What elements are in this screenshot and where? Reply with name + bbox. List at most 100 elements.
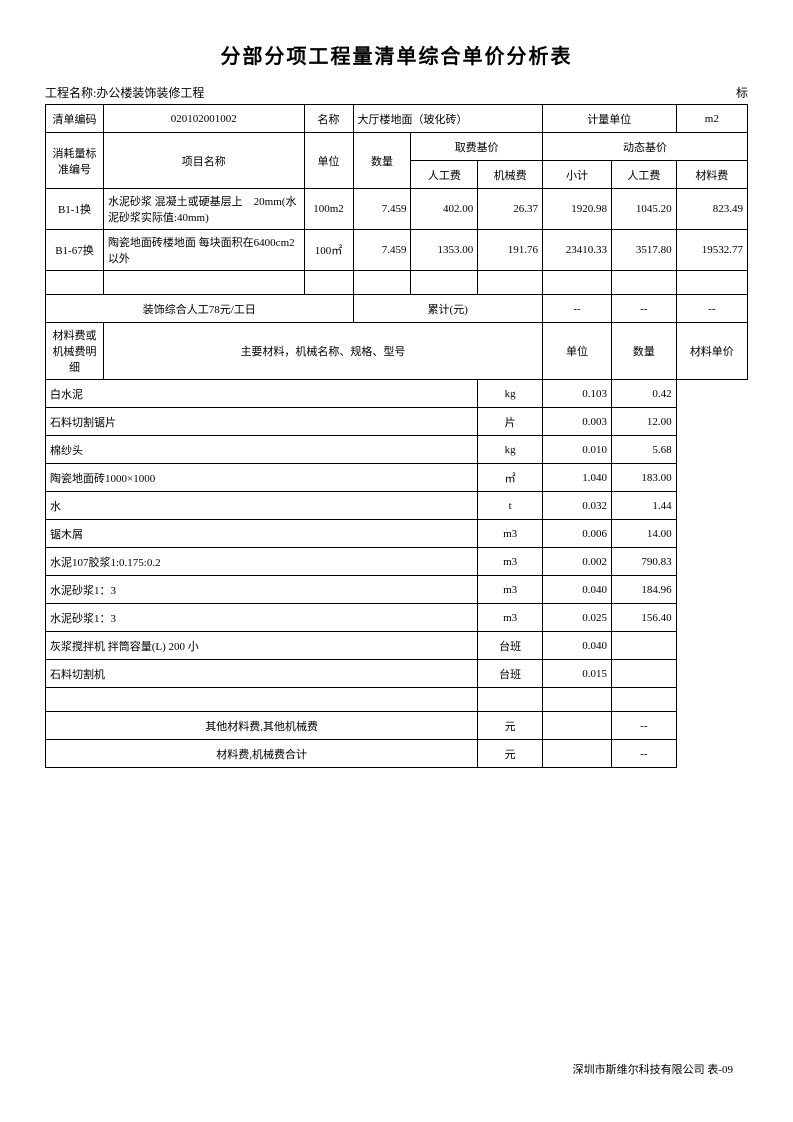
mat-unit: 台班 (478, 632, 543, 660)
mat-name: 水泥107胶浆1:0.175:0.2 (46, 548, 478, 576)
unit-label: 计量单位 (542, 105, 676, 133)
mat-price (612, 660, 677, 688)
mat-unit: t (478, 492, 543, 520)
material-row: 灰浆搅拌机 拌筒容量(L) 200 小台班0.040 (46, 632, 748, 660)
material-row: 水t0.0321.44 (46, 492, 748, 520)
material-row: 石料切割锯片片0.00312.00 (46, 408, 748, 436)
dash-1: -- (542, 295, 611, 323)
project-name-value: 办公楼装饰装修工程 (96, 86, 204, 100)
machine-header: 机械费 (478, 161, 543, 189)
mat-name: 白水泥 (46, 380, 478, 408)
main-table: 清单编码 020102001002 名称 大厅楼地面（玻化砖） 计量单位 m2 … (45, 104, 748, 768)
tag-right: 标 (736, 84, 748, 101)
material-row: 水泥砂浆1：3m30.040184.96 (46, 576, 748, 604)
material-price-col: 材料单价 (676, 323, 747, 380)
material-row: 锯木屑m30.00614.00 (46, 520, 748, 548)
cell-material: 19532.77 (676, 230, 747, 271)
cell-labor: 402.00 (411, 189, 478, 230)
mat-name: 水泥砂浆1：3 (46, 604, 478, 632)
header-group-1: 消耗量标准编号 项目名称 单位 数量 取费基价 动态基价 (46, 133, 748, 161)
material-row: 石料切割机台班0.015 (46, 660, 748, 688)
summary-row: 装饰综合人工78元/工日 累计(元) -- -- -- (46, 295, 748, 323)
mat-qty: 0.015 (542, 660, 611, 688)
mat-unit: kg (478, 380, 543, 408)
feebase-header: 取费基价 (411, 133, 542, 161)
cell-subtotal: 23410.33 (542, 230, 611, 271)
page-title: 分部分项工程量清单综合单价分析表 (45, 40, 748, 69)
mat-price: 0.42 (612, 380, 677, 408)
mat-unit: m3 (478, 604, 543, 632)
bill-code-label: 清单编码 (46, 105, 104, 133)
mat-price: 5.68 (612, 436, 677, 464)
labor-rate: 装饰综合人工78元/工日 (46, 295, 354, 323)
cell-labor2: 1045.20 (612, 189, 677, 230)
material-side-label: 材料费或机械费明细 (46, 323, 104, 380)
subtotal-header: 小计 (542, 161, 611, 189)
mat-price: 183.00 (612, 464, 677, 492)
mat-qty: 0.032 (542, 492, 611, 520)
mat-unit: kg (478, 436, 543, 464)
material-qty-col: 数量 (612, 323, 677, 380)
dash-2: -- (612, 295, 677, 323)
mat-price (612, 632, 677, 660)
material-main-header: 主要材料，机械名称、规格、型号 (103, 323, 542, 380)
mat-qty: 0.040 (542, 632, 611, 660)
cell-unit: 100㎡ (304, 230, 353, 271)
cell-material: 823.49 (676, 189, 747, 230)
mat-unit: m3 (478, 520, 543, 548)
cell-name: 陶瓷地面砖楼地面 每块面积在6400cm2以外 (103, 230, 304, 271)
item-name-header: 项目名称 (103, 133, 304, 189)
mat-qty: 0.010 (542, 436, 611, 464)
mat-price: 790.83 (612, 548, 677, 576)
mat-name: 锯木屑 (46, 520, 478, 548)
mat-name: 水 (46, 492, 478, 520)
empty-row (46, 271, 748, 295)
mat-unit: 台班 (478, 660, 543, 688)
bill-code-value: 020102001002 (103, 105, 304, 133)
total-fees-label: 材料费,机械费合计 (46, 740, 478, 768)
total-fees-unit: 元 (478, 740, 543, 768)
mat-qty: 1.040 (542, 464, 611, 492)
other-fees-label: 其他材料费,其他机械费 (46, 712, 478, 740)
material-empty-row (46, 688, 748, 712)
total-fees-row: 材料费,机械费合计 元 -- (46, 740, 748, 768)
page-footer: 深圳市斯维尔科技有限公司 表-09 (573, 1061, 733, 1077)
mat-name: 灰浆搅拌机 拌筒容量(L) 200 小 (46, 632, 478, 660)
mat-price: 14.00 (612, 520, 677, 548)
mat-name: 棉纱头 (46, 436, 478, 464)
dash-3: -- (676, 295, 747, 323)
name-value: 大厅楼地面（玻化砖） (353, 105, 542, 133)
mat-qty: 0.040 (542, 576, 611, 604)
table-row: B1-1换水泥砂浆 混凝土或硬基层上 20mm(水泥砂浆实际值:40mm)100… (46, 189, 748, 230)
mat-name: 石料切割锯片 (46, 408, 478, 436)
total-label: 累计(元) (353, 295, 542, 323)
qty-header: 数量 (353, 133, 411, 189)
consume-code-header: 消耗量标准编号 (46, 133, 104, 189)
mat-unit: 片 (478, 408, 543, 436)
other-fees-dash: -- (612, 712, 677, 740)
material-header: 材料费 (676, 161, 747, 189)
cell-code: B1-1换 (46, 189, 104, 230)
mat-qty: 0.103 (542, 380, 611, 408)
material-row: 水泥砂浆1：3m30.025156.40 (46, 604, 748, 632)
cell-subtotal: 1920.98 (542, 189, 611, 230)
material-row: 水泥107胶浆1:0.175:0.2m30.002790.83 (46, 548, 748, 576)
mat-qty: 0.006 (542, 520, 611, 548)
cell-labor2: 3517.80 (612, 230, 677, 271)
mat-name: 陶瓷地面砖1000×1000 (46, 464, 478, 492)
material-header-row: 材料费或机械费明细 主要材料，机械名称、规格、型号 单位 数量 材料单价 (46, 323, 748, 380)
table-row: B1-67换陶瓷地面砖楼地面 每块面积在6400cm2以外100㎡7.45913… (46, 230, 748, 271)
mat-unit: m3 (478, 548, 543, 576)
cell-name: 水泥砂浆 混凝土或硬基层上 20mm(水泥砂浆实际值:40mm) (103, 189, 304, 230)
mat-name: 水泥砂浆1：3 (46, 576, 478, 604)
cell-qty: 7.459 (353, 230, 411, 271)
cell-unit: 100m2 (304, 189, 353, 230)
labor-header: 人工费 (411, 161, 478, 189)
mat-unit: ㎡ (478, 464, 543, 492)
material-row: 陶瓷地面砖1000×1000㎡1.040183.00 (46, 464, 748, 492)
mat-price: 12.00 (612, 408, 677, 436)
other-fees-row: 其他材料费,其他机械费 元 -- (46, 712, 748, 740)
project-name: 工程名称:办公楼装饰装修工程 (45, 84, 204, 101)
labor2-header: 人工费 (612, 161, 677, 189)
mat-name: 石料切割机 (46, 660, 478, 688)
